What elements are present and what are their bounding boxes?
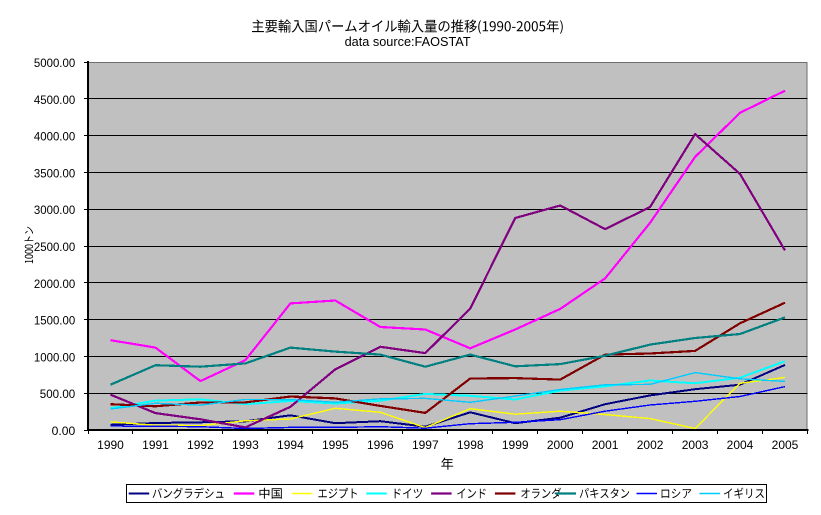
- svg-text:1999: 1999: [502, 438, 529, 452]
- svg-text:1990: 1990: [97, 438, 124, 452]
- svg-text:4500.00: 4500.00: [34, 93, 76, 107]
- svg-text:1994: 1994: [277, 438, 304, 452]
- svg-text:4000.00: 4000.00: [34, 130, 76, 144]
- svg-text:3000.00: 3000.00: [34, 203, 76, 217]
- svg-text:1991: 1991: [142, 438, 169, 452]
- svg-text:2000: 2000: [547, 438, 574, 452]
- svg-text:1995: 1995: [322, 438, 349, 452]
- svg-text:2500.00: 2500.00: [34, 240, 76, 254]
- svg-text:1500.00: 1500.00: [34, 314, 76, 328]
- svg-text:0.00: 0.00: [52, 424, 76, 438]
- svg-text:2005: 2005: [772, 438, 799, 452]
- svg-text:2000.00: 2000.00: [34, 277, 76, 291]
- svg-text:1992: 1992: [187, 438, 214, 452]
- svg-text:5000.00: 5000.00: [34, 56, 76, 70]
- svg-text:1996: 1996: [367, 438, 394, 452]
- svg-text:1997: 1997: [412, 438, 439, 452]
- svg-text:data source:FAOSTAT: data source:FAOSTAT: [345, 34, 471, 49]
- svg-text:2004: 2004: [727, 438, 754, 452]
- svg-text:3500.00: 3500.00: [34, 166, 76, 180]
- svg-text:2002: 2002: [637, 438, 664, 452]
- svg-text:500.00: 500.00: [40, 387, 76, 401]
- svg-text:1998: 1998: [457, 438, 484, 452]
- svg-text:2001: 2001: [592, 438, 619, 452]
- svg-text:1000.00: 1000.00: [34, 350, 76, 364]
- svg-text:2003: 2003: [682, 438, 709, 452]
- svg-text:1993: 1993: [232, 438, 259, 452]
